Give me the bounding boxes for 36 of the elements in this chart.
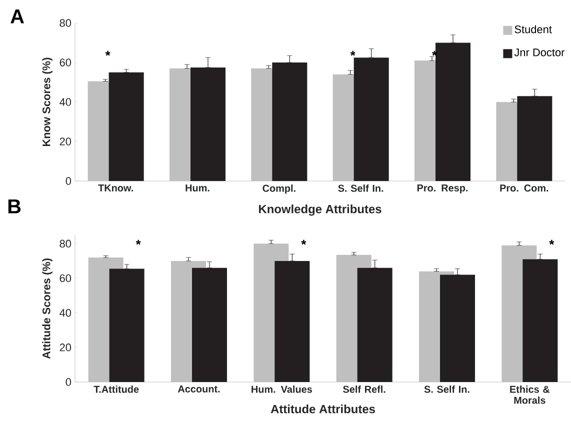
x-tick-label: S. Self In.	[338, 184, 384, 192]
x-tick-label: Ethics & Morals	[510, 386, 550, 404]
y-tick-label: 40	[60, 308, 72, 317]
annotation: *	[350, 50, 356, 56]
x-tick-label: Account.	[178, 386, 220, 392]
chart-title: A	[10, 10, 24, 24]
x-axis-title: Attitude Attributes	[270, 404, 375, 414]
y-tick-label: 80	[60, 240, 72, 248]
x-tick-label: S. Self In.	[424, 386, 470, 393]
x-tick-label: Pro. Resp.	[417, 184, 468, 194]
x-tick-label: Hum.	[186, 184, 210, 192]
y-tick-label: 20	[60, 344, 72, 352]
y-axis-title: Know Scores (%)	[42, 58, 52, 146]
annotation: *	[549, 240, 554, 245]
bar	[109, 268, 144, 382]
x-tick-label: T.Attitude	[94, 386, 139, 393]
x-axis-title: Knowledge Attributes	[259, 204, 382, 216]
y-tick-label: 60	[60, 58, 72, 66]
y-tick-label: 0	[66, 378, 72, 386]
x-tick-label: Compl.	[262, 184, 296, 194]
x-tick-label: TKnow.	[98, 184, 133, 192]
y-tick-label: 20	[60, 138, 72, 146]
y-tick-label: 0	[66, 177, 72, 185]
x-tick-label: Self Refl.	[343, 386, 386, 393]
chart-title: B	[8, 200, 21, 214]
x-tick-label: Pro. Com.	[500, 184, 548, 192]
x-tick-label: Hum. Values	[252, 386, 312, 393]
annotation: *	[301, 240, 306, 245]
annotation: *	[105, 50, 110, 56]
annotation: *	[136, 240, 141, 245]
y-tick-label: 40	[60, 98, 72, 106]
y-tick-label: 80	[60, 19, 72, 27]
legend-label: Student	[514, 25, 552, 34]
legend-label: Jnr Doctor	[514, 48, 565, 56]
y-axis-title: Attitude Scores (%)	[42, 258, 52, 359]
y-tick-label: 60	[60, 274, 72, 282]
